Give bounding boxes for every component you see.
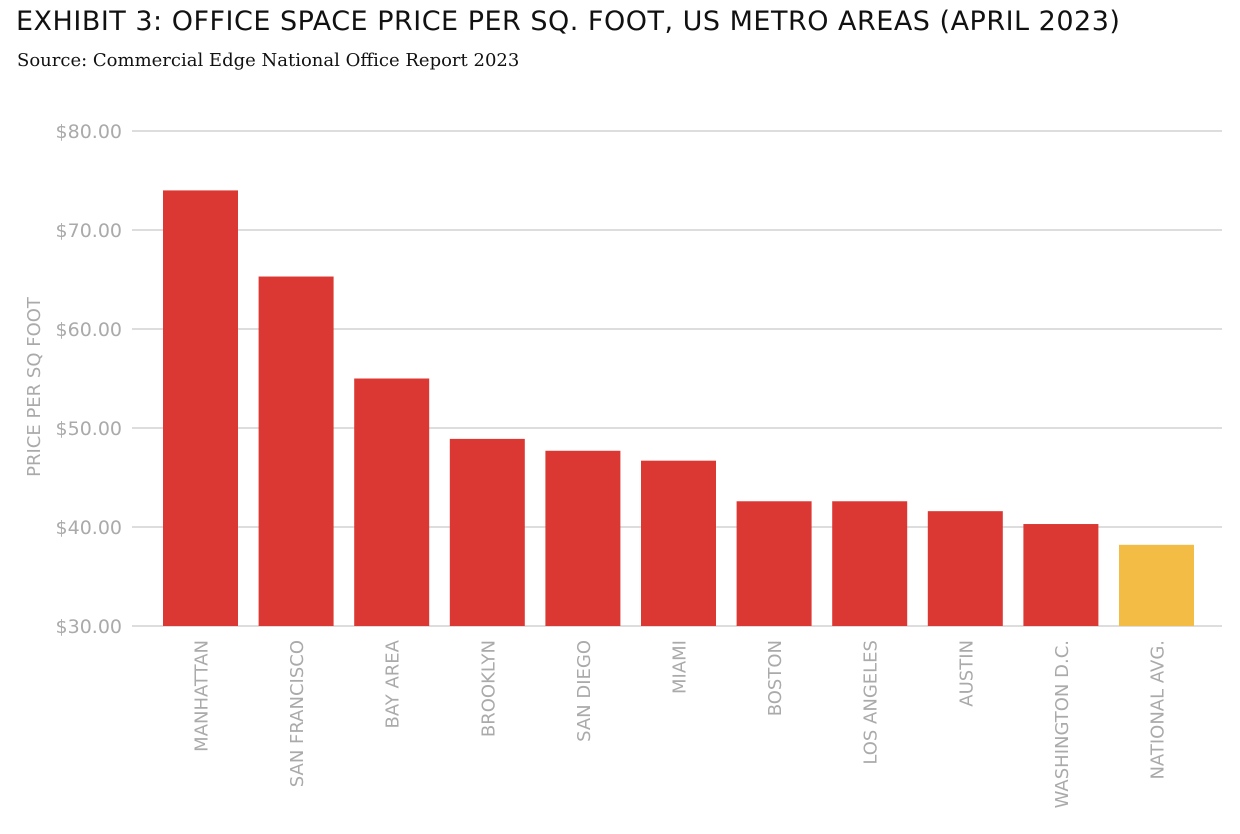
x-tick-label: BOSTON	[765, 640, 786, 716]
bar-austin	[927, 511, 1003, 626]
chart-title: EXHIBIT 3: OFFICE SPACE PRICE PER SQ. FO…	[16, 6, 1121, 37]
bar-boston	[736, 501, 812, 626]
x-tick-label: SAN DIEGO	[574, 640, 595, 742]
x-tick-label: BROOKLYN	[478, 640, 499, 737]
bar-san-diego	[545, 450, 621, 626]
x-tick-label: NATIONAL AVG.	[1148, 640, 1169, 780]
y-tick-label: $70.00	[56, 220, 122, 242]
bars	[163, 190, 1194, 626]
y-tick-label: $60.00	[56, 319, 122, 341]
bar-washington-d-c	[1023, 524, 1099, 626]
bar-brooklyn	[449, 438, 525, 626]
x-tick-label: SAN FRANCISCO	[287, 640, 308, 787]
y-tick-label: $30.00	[56, 616, 122, 638]
bar-manhattan	[163, 190, 238, 626]
x-tick-label: MIAMI	[670, 640, 691, 694]
bar-san-francisco	[258, 276, 334, 626]
y-tick-label: $40.00	[56, 517, 122, 539]
bar-bay-area	[354, 378, 430, 626]
bar-national-avg	[1119, 544, 1194, 626]
x-tick-label: LOS ANGELES	[861, 640, 882, 765]
x-tick-label: BAY AREA	[383, 639, 404, 728]
x-axis-labels: MANHATTAN SAN FRANCISCO BAY AREA BROOKLYN SA…	[192, 639, 1169, 808]
y-axis-label: PRICE PER SQ FOOT	[24, 296, 45, 477]
bar-miami	[641, 460, 716, 626]
chart-subtitle: Source: Commercial Edge National Office …	[17, 50, 520, 71]
x-tick-label: WASHINGTON D.C.	[1052, 640, 1073, 808]
x-tick-label: MANHATTAN	[192, 640, 213, 752]
y-tick-label: $80.00	[56, 121, 122, 143]
y-tick-label: $50.00	[56, 418, 122, 440]
y-axis-ticks: $30.00 $40.00 $50.00 $60.00 $70.00 $80.00	[56, 121, 122, 638]
bar-los-angeles	[832, 501, 908, 626]
x-tick-label: AUSTIN	[956, 640, 977, 707]
